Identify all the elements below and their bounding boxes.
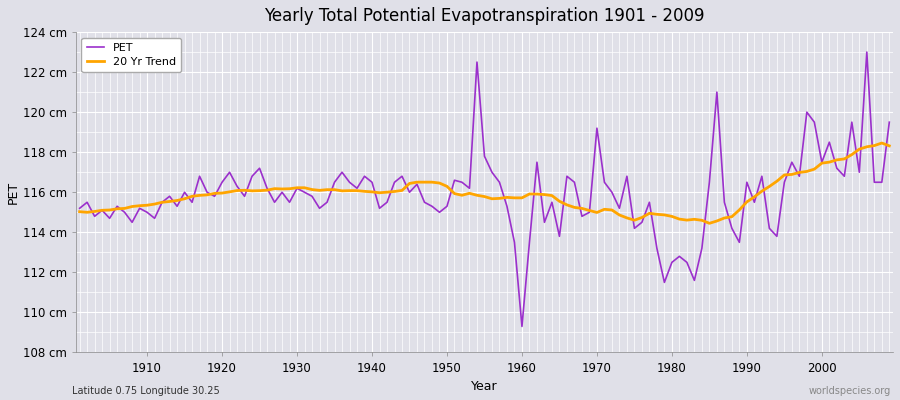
- 20 Yr Trend: [607, 208, 617, 212]
- Title: Yearly Total Potential Evapotranspiration 1901 - 2009: Yearly Total Potential Evapotranspiratio…: [265, 7, 705, 25]
- 20 Yr Trend: [884, 144, 895, 148]
- 20 Yr Trend: [877, 141, 887, 146]
- Line: 20 Yr Trend: 20 Yr Trend: [79, 143, 889, 223]
- PET: [134, 206, 145, 211]
- Text: Latitude 0.75 Longitude 30.25: Latitude 0.75 Longitude 30.25: [72, 386, 220, 396]
- 20 Yr Trend: [517, 196, 527, 200]
- X-axis label: Year: Year: [472, 380, 498, 393]
- 20 Yr Trend: [299, 185, 310, 190]
- 20 Yr Trend: [704, 221, 715, 226]
- 20 Yr Trend: [134, 203, 145, 208]
- PET: [344, 180, 355, 185]
- PET: [884, 120, 895, 124]
- PET: [517, 324, 527, 329]
- PET: [509, 240, 520, 245]
- PET: [74, 206, 85, 211]
- 20 Yr Trend: [509, 196, 520, 200]
- Line: PET: PET: [79, 52, 889, 326]
- Legend: PET, 20 Yr Trend: PET, 20 Yr Trend: [81, 38, 181, 72]
- PET: [614, 206, 625, 211]
- Text: worldspecies.org: worldspecies.org: [809, 386, 891, 396]
- Y-axis label: PET: PET: [7, 181, 20, 204]
- 20 Yr Trend: [74, 209, 85, 214]
- PET: [861, 50, 872, 54]
- PET: [299, 190, 310, 195]
- PET: [524, 240, 535, 245]
- 20 Yr Trend: [344, 188, 355, 193]
